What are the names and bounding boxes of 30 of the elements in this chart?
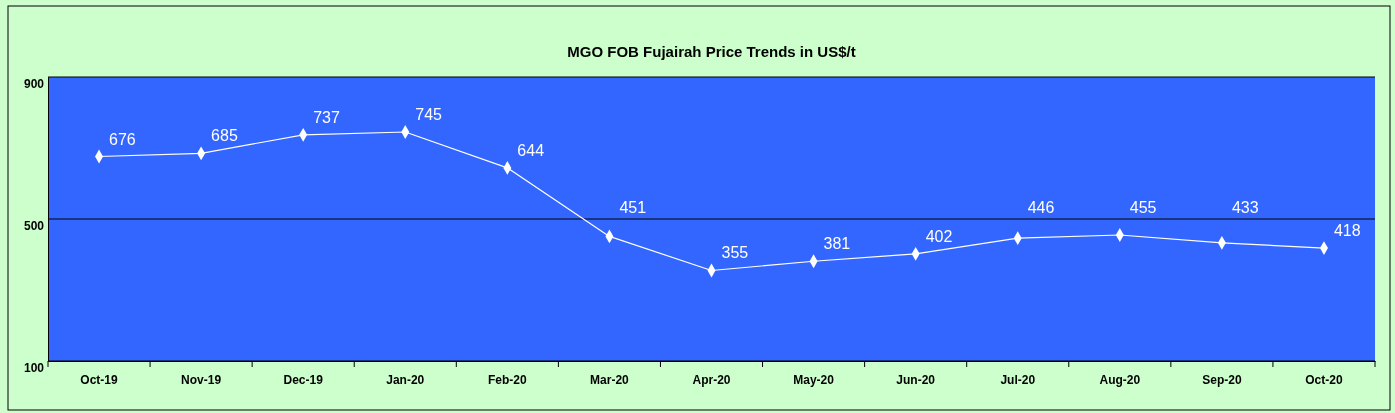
chart-title: MGO FOB Fujairah Price Trends in US$/t xyxy=(567,43,856,60)
data-label: 745 xyxy=(415,106,443,124)
data-label: 433 xyxy=(1231,199,1259,216)
data-label: 355 xyxy=(721,244,749,262)
data-label: 455 xyxy=(1129,199,1157,216)
y-tick-label: 100 xyxy=(23,361,45,376)
y-tick-label: 500 xyxy=(23,219,45,234)
x-tick-label: Mar-20 xyxy=(590,372,630,387)
data-label: 644 xyxy=(517,141,545,159)
data-label: 418 xyxy=(1333,222,1361,240)
data-label: 446 xyxy=(1027,199,1055,216)
data-label: 676 xyxy=(109,130,136,148)
x-tick-label: Nov-19 xyxy=(181,372,222,387)
x-tick-label: Jul-20 xyxy=(1000,372,1036,387)
data-label: 685 xyxy=(211,127,238,145)
data-label: 381 xyxy=(823,235,851,253)
x-tick-label: Feb-20 xyxy=(488,372,528,387)
x-tick-label: Oct-20 xyxy=(1305,372,1343,387)
x-tick-label: Aug-20 xyxy=(1099,372,1141,387)
x-tick-label: Jun-20 xyxy=(896,372,936,387)
data-label: 402 xyxy=(925,227,953,245)
x-tick-label: Dec-19 xyxy=(283,372,324,387)
x-tick-label: Apr-20 xyxy=(692,372,731,387)
data-label: 737 xyxy=(313,108,340,126)
x-tick-label: May-20 xyxy=(793,372,835,387)
y-tick-label: 900 xyxy=(23,77,45,92)
data-label: 451 xyxy=(619,199,647,216)
x-tick-label: Oct-19 xyxy=(80,372,119,387)
x-tick-label: Jan-20 xyxy=(386,372,425,387)
x-tick-label: Sep-20 xyxy=(1202,372,1242,387)
